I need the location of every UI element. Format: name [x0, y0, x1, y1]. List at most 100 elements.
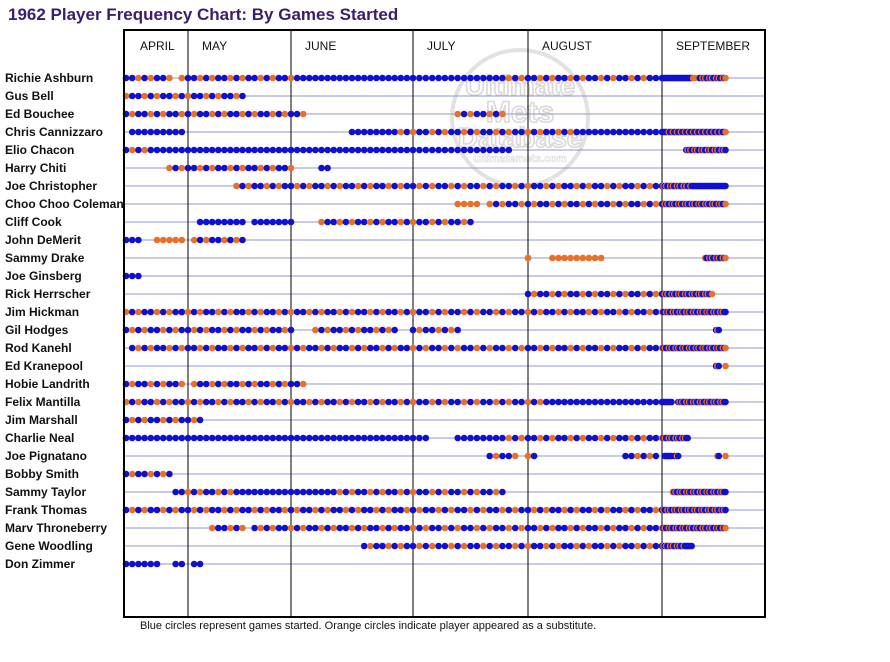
- game-started-point: [536, 290, 544, 298]
- player-points-row: [122, 398, 729, 406]
- substitute-point: [215, 398, 222, 406]
- game-started-point: [597, 128, 605, 136]
- game-started-point: [287, 434, 295, 442]
- game-started-point: [233, 488, 240, 496]
- game-started-point: [460, 434, 468, 442]
- game-started-point: [135, 506, 142, 514]
- substitute-point: [536, 524, 544, 532]
- substitute-point: [141, 416, 148, 424]
- game-started-point: [263, 74, 271, 82]
- game-started-point: [467, 218, 474, 226]
- game-started-point: [190, 344, 198, 352]
- substitute-point: [499, 506, 506, 514]
- game-started-point: [652, 182, 660, 190]
- game-started-point: [184, 326, 192, 334]
- game-started-point: [215, 326, 222, 334]
- game-started-point: [567, 182, 574, 190]
- substitute-point: [385, 326, 392, 334]
- substitute-point: [299, 524, 307, 532]
- game-started-point: [227, 236, 234, 244]
- game-started-point: [342, 434, 350, 442]
- game-started-point: [634, 290, 641, 298]
- substitute-point: [172, 506, 179, 514]
- game-started-point: [646, 344, 654, 352]
- substitute-point: [269, 74, 277, 82]
- substitute-point: [536, 434, 544, 442]
- game-started-point: [454, 218, 462, 226]
- game-started-point: [441, 74, 449, 82]
- substitute-point: [428, 398, 436, 406]
- game-started-point: [360, 542, 368, 550]
- game-started-point: [403, 488, 411, 496]
- game-started-point: [646, 524, 654, 532]
- substitute-point: [416, 326, 423, 334]
- substitute-point: [135, 74, 142, 82]
- game-started-point: [585, 200, 593, 208]
- game-started-point: [505, 542, 513, 550]
- player-label: Gus Bell: [5, 89, 54, 103]
- substitute-point: [610, 344, 617, 352]
- game-started-point: [391, 488, 399, 496]
- substitute-point: [409, 344, 417, 352]
- substitute-point: [622, 290, 629, 298]
- game-started-point: [543, 128, 550, 136]
- game-started-point: [141, 110, 148, 118]
- substitute-point: [567, 344, 574, 352]
- substitute-point: [147, 380, 155, 388]
- player-label: Joe Christopher: [5, 179, 97, 193]
- game-started-point: [622, 344, 629, 352]
- game-started-point: [348, 128, 356, 136]
- substitute-point: [287, 524, 295, 532]
- substitute-point: [722, 254, 729, 262]
- game-started-point: [330, 434, 338, 442]
- game-started-point: [135, 326, 142, 334]
- game-started-point: [251, 164, 258, 172]
- substitute-point: [505, 524, 513, 532]
- game-started-point: [454, 128, 462, 136]
- game-started-point: [454, 308, 462, 316]
- game-started-point: [239, 218, 246, 226]
- game-started-point: [579, 128, 587, 136]
- game-started-point: [324, 146, 331, 154]
- game-started-point: [385, 398, 392, 406]
- game-started-point: [312, 146, 319, 154]
- game-started-point: [215, 380, 222, 388]
- game-started-point: [287, 182, 295, 190]
- substitute-point: [233, 92, 240, 100]
- player-points-row: [122, 326, 723, 334]
- game-started-point: [215, 146, 222, 154]
- substitute-point: [486, 200, 494, 208]
- game-started-point: [448, 488, 455, 496]
- game-started-point: [473, 146, 481, 154]
- game-started-point: [397, 74, 405, 82]
- game-started-point: [299, 182, 307, 190]
- game-started-point: [342, 344, 350, 352]
- game-started-point: [360, 146, 368, 154]
- game-started-point: [196, 218, 204, 226]
- game-started-point: [403, 182, 411, 190]
- game-started-point: [448, 74, 455, 82]
- game-started-point: [591, 74, 599, 82]
- game-started-point: [367, 506, 374, 514]
- substitute-point: [505, 74, 513, 82]
- game-started-point: [597, 182, 605, 190]
- game-started-point: [336, 506, 344, 514]
- substitute-point: [616, 308, 623, 316]
- substitute-point: [190, 326, 198, 334]
- substitute-point: [640, 434, 647, 442]
- substitute-point: [634, 542, 641, 550]
- game-started-point: [555, 74, 562, 82]
- game-started-point: [354, 128, 362, 136]
- substitute-point: [263, 506, 271, 514]
- game-started-point: [269, 146, 277, 154]
- substitute-point: [166, 308, 173, 316]
- substitute-point: [257, 164, 265, 172]
- substitute-point: [518, 200, 525, 208]
- game-started-point: [536, 200, 544, 208]
- substitute-point: [722, 200, 729, 208]
- game-started-point: [245, 434, 252, 442]
- game-started-point: [549, 506, 556, 514]
- game-started-point: [505, 506, 513, 514]
- game-started-point: [499, 128, 506, 136]
- substitute-point: [435, 506, 442, 514]
